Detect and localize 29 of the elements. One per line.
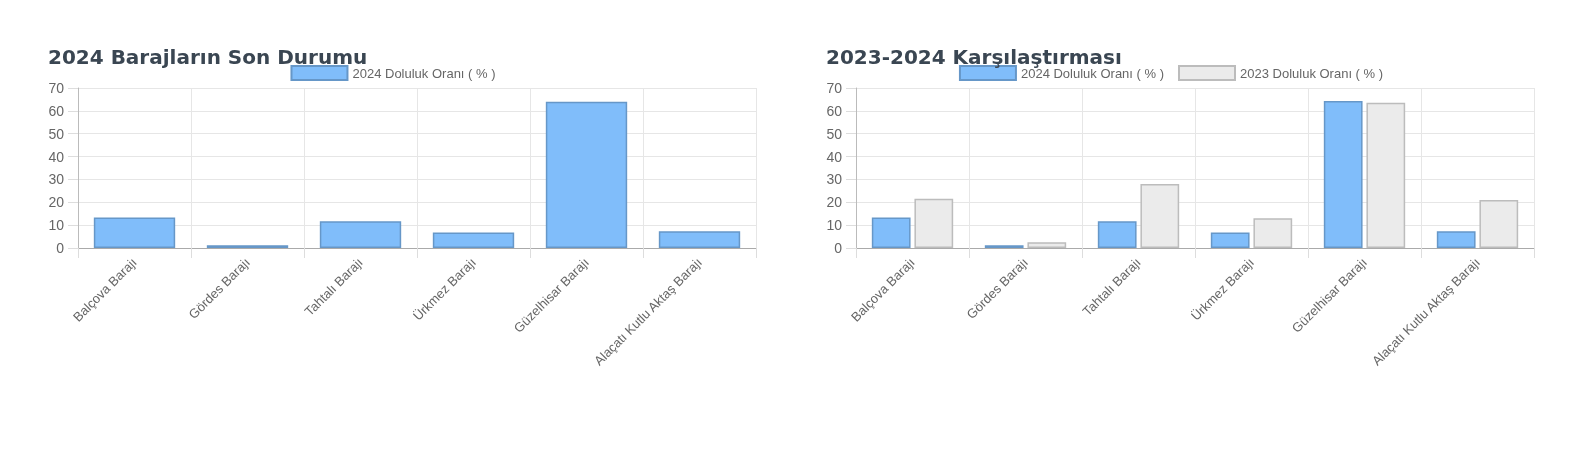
- y-tick-label: 50: [48, 125, 65, 142]
- y-tick-label: 40: [48, 148, 65, 165]
- chart-title: 2023-2024 Karşılaştırması: [826, 45, 1122, 69]
- y-tick-label: 0: [56, 240, 65, 256]
- bar: [658, 231, 741, 248]
- y-tick-label: 70: [48, 80, 65, 96]
- y-tick-label: 40: [826, 148, 843, 165]
- bar: [1097, 221, 1137, 248]
- y-tick-label: 10: [826, 217, 843, 234]
- y-tick-label: 20: [826, 194, 843, 211]
- bar: [432, 232, 515, 248]
- y-tick-label: 20: [48, 194, 65, 211]
- bar: [319, 221, 402, 248]
- y-tick-label: 30: [48, 171, 65, 188]
- y-tick-label: 0: [834, 240, 843, 256]
- bar: [545, 101, 628, 248]
- bar: [1436, 231, 1476, 248]
- y-tick-label: 50: [826, 125, 843, 142]
- y-tick-label: 10: [48, 217, 65, 234]
- y-tick-label: 60: [48, 102, 65, 119]
- bar: [93, 217, 176, 248]
- y-tick-label: 70: [826, 80, 843, 96]
- bar: [1323, 101, 1363, 248]
- legend-label: 2023 Doluluk Oranı ( % ): [1240, 65, 1384, 81]
- bar: [871, 217, 911, 248]
- y-tick-label: 30: [826, 171, 843, 188]
- y-tick-label: 60: [826, 102, 843, 119]
- bar: [1027, 242, 1067, 248]
- bar: [1210, 232, 1250, 248]
